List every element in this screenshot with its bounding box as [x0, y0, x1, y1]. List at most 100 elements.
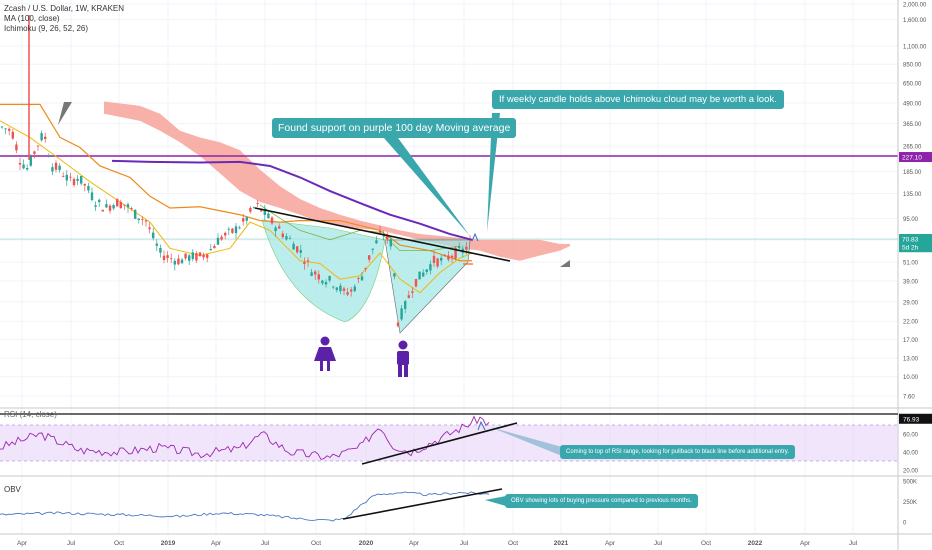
- candle-body: [116, 199, 119, 207]
- time-tick-label: Apr: [211, 540, 222, 547]
- price-tags: 227.10 70.83 5d 2h: [899, 152, 932, 253]
- support-callout-pointer: [384, 138, 470, 236]
- candle-body: [422, 272, 425, 277]
- cloud-callout[interactable]: If weekly candle holds above Ichimoku cl…: [492, 90, 784, 109]
- price-tick-label: 17.00: [903, 338, 919, 344]
- time-axis[interactable]: Apr Jul Oct 2019 Apr Jul Oct 2020 Apr Jul Oct 2021 A…: [17, 540, 858, 547]
- candle-body: [159, 247, 162, 253]
- candle-body: [177, 258, 180, 265]
- candle-body: [263, 208, 266, 215]
- time-tick-label: 2020: [359, 540, 374, 547]
- rsi-tick-label: 60.00: [903, 433, 919, 439]
- ichimoku-legend[interactable]: Ichimoku (9, 26, 52, 26): [4, 24, 89, 33]
- price-tick-label: 265.00: [903, 145, 922, 151]
- candle-body: [152, 232, 155, 239]
- ma-legend[interactable]: MA (100, close): [4, 14, 60, 23]
- candle-body: [458, 246, 461, 249]
- cloud-callout-pointer: [487, 113, 500, 232]
- time-tick-label: Oct: [508, 540, 518, 547]
- candle-body: [447, 255, 450, 260]
- obv-trendline: [342, 488, 503, 520]
- candle-body: [357, 278, 360, 279]
- candle-body: [0, 126, 4, 128]
- candle-body: [274, 227, 277, 232]
- candle-body: [198, 252, 202, 257]
- price-tag-box: [899, 233, 932, 244]
- candle-body: [353, 286, 356, 292]
- candle-body: [134, 209, 137, 219]
- candle-body: [191, 252, 194, 260]
- time-tick-label: Jul: [460, 540, 469, 547]
- support-callout[interactable]: Found support on purple 100 day Moving a…: [272, 118, 517, 138]
- candle-body: [213, 246, 216, 249]
- price-tag-text: 70.83: [902, 236, 919, 243]
- rsi-callout[interactable]: Coming to top of RSI range, looking for …: [560, 445, 796, 459]
- rsi-legend[interactable]: RSI (14, close): [4, 410, 57, 419]
- candle-body: [80, 175, 83, 184]
- candle-body: [105, 204, 108, 208]
- time-tick-label: Jul: [67, 540, 76, 547]
- candle-body: [396, 322, 400, 327]
- price-tick-label: 51.00: [903, 261, 919, 267]
- candle-body: [224, 232, 227, 236]
- candle-body: [375, 240, 378, 244]
- candle-body: [346, 292, 349, 295]
- obv-tick-label: 250K: [903, 500, 917, 506]
- candles: [0, 125, 472, 328]
- candle-body: [249, 207, 252, 212]
- candle-body: [166, 255, 169, 259]
- candle-body: [22, 164, 25, 169]
- time-tick-label: Oct: [311, 540, 321, 547]
- male-icon: [397, 340, 409, 377]
- candle-body: [148, 227, 151, 230]
- candle-body: [267, 213, 270, 219]
- price-tag-text: 5d 2h: [902, 245, 919, 252]
- time-tick-label: Apr: [800, 540, 811, 547]
- candle-body: [69, 176, 72, 178]
- candle-body: [11, 131, 14, 139]
- obv-axis[interactable]: 500K 250K 0: [903, 480, 917, 527]
- symbol-legend[interactable]: Zcash / U.S. Dollar, 1W, KRAKEN: [4, 4, 125, 13]
- candle-body: [278, 226, 281, 229]
- price-tick-label: 135.00: [903, 192, 922, 198]
- price-tick-label: 185.00: [903, 170, 922, 176]
- rsi-line: [0, 415, 490, 460]
- price-tick-label: 1,600.00: [903, 18, 927, 24]
- candle-body: [83, 183, 86, 186]
- candle-body: [414, 279, 418, 287]
- candle-body: [90, 192, 94, 200]
- price-tick-label: 10.00: [903, 375, 919, 381]
- candle-body: [299, 250, 302, 253]
- cloud-end-marker: [560, 260, 570, 267]
- time-tick-label: Apr: [17, 540, 28, 547]
- rsi-tick-label: 40.00: [903, 451, 919, 457]
- time-tick-label: 2019: [161, 540, 176, 547]
- candle-body: [44, 136, 47, 139]
- candle-body: [195, 253, 198, 261]
- candle-body: [310, 272, 313, 276]
- candle-body: [339, 285, 342, 292]
- obv-callout[interactable]: OBV showing lots of buying pressure comp…: [505, 494, 698, 508]
- candle-body: [393, 273, 396, 277]
- obv-legend[interactable]: OBV: [4, 485, 21, 494]
- price-tick-label: 650.00: [903, 82, 922, 88]
- time-tick-label: 2022: [748, 540, 763, 547]
- candle-body: [4, 128, 7, 130]
- candle-body: [335, 287, 338, 291]
- candle-body: [227, 228, 230, 230]
- candle-body: [256, 202, 259, 204]
- candle-body: [170, 258, 173, 260]
- price-axis[interactable]: 2,000.00 1,600.00 1,100.00 850.00 650.00 490.…: [903, 3, 927, 401]
- candle-body: [364, 267, 367, 270]
- candle-body: [33, 151, 36, 154]
- candle-body: [101, 209, 104, 212]
- candle-body: [378, 230, 382, 233]
- candle-body: [26, 167, 29, 170]
- candle-body: [285, 236, 288, 240]
- candle-body: [162, 255, 166, 261]
- candle-body: [87, 185, 90, 191]
- price-tick-label: 29.00: [903, 300, 919, 306]
- candle-body: [382, 235, 385, 237]
- ichimoku-cloud: [104, 101, 570, 261]
